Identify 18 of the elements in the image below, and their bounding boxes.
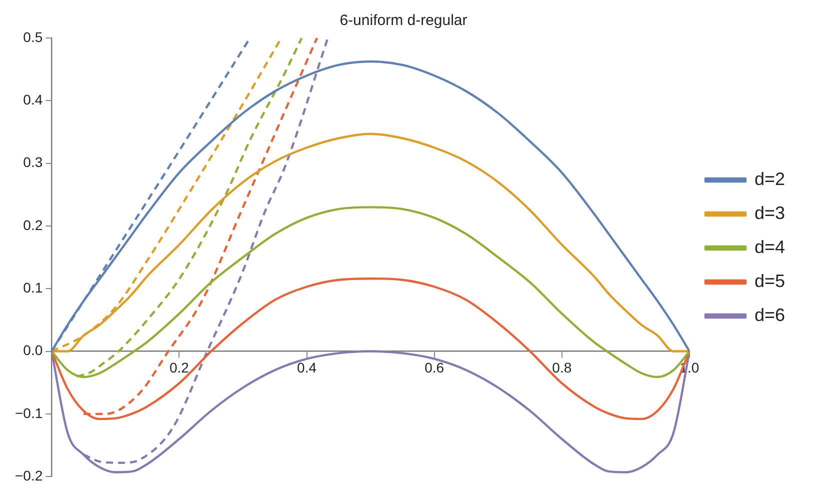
y-tick-label: −0.2 bbox=[14, 467, 43, 484]
x-tick-label: 0.4 bbox=[297, 360, 317, 376]
y-tick-label: 0.5 bbox=[23, 28, 43, 45]
y-tick-label: 0.0 bbox=[23, 342, 43, 358]
legend-label: d=5 bbox=[754, 270, 786, 291]
x-tick-label: 0.6 bbox=[424, 360, 444, 376]
legend-label: d=3 bbox=[754, 202, 786, 223]
chart-title: 6-uniform d-regular bbox=[340, 12, 468, 30]
legend-label: d=2 bbox=[754, 168, 786, 189]
y-tick-label: 0.1 bbox=[23, 279, 43, 296]
legend-label: d=4 bbox=[754, 236, 786, 257]
x-tick-label: 0.2 bbox=[169, 360, 190, 376]
y-tick-label: 0.4 bbox=[23, 92, 43, 108]
legend-label: d=6 bbox=[754, 304, 786, 325]
y-tick-label: −0.1 bbox=[14, 404, 43, 421]
y-tick-label: 0.3 bbox=[23, 154, 43, 170]
x-tick-label: 0.8 bbox=[552, 360, 572, 376]
y-tick-label: 0.2 bbox=[23, 216, 43, 233]
